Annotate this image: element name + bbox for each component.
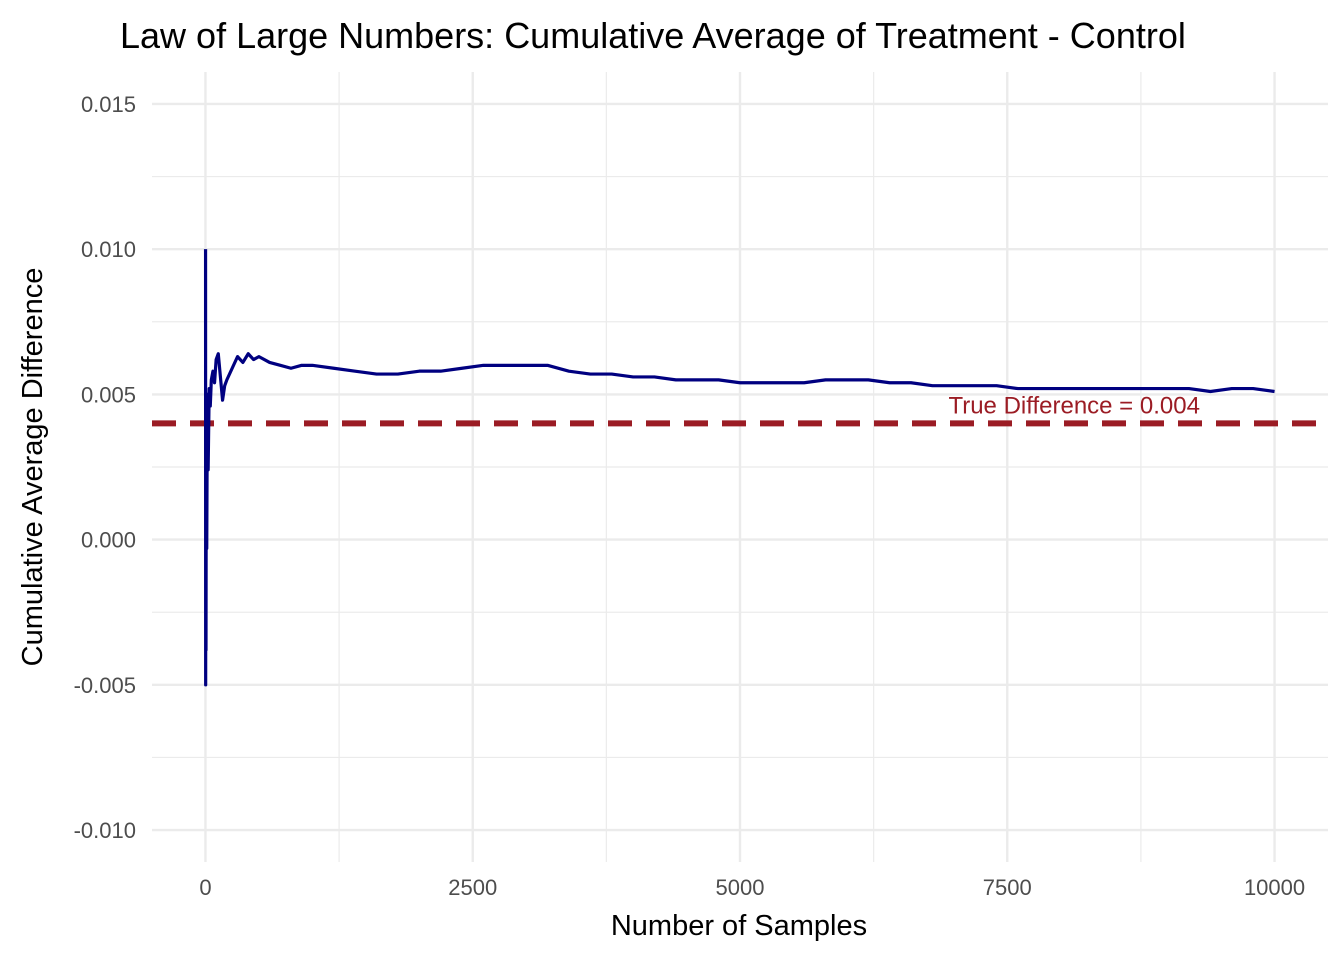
y-tick-label: 0.005: [81, 382, 136, 407]
x-tick-label: 0: [199, 875, 211, 900]
y-tick-label: 0.015: [81, 92, 136, 117]
x-tick-label: 10000: [1244, 875, 1305, 900]
x-tick-label: 5000: [716, 875, 765, 900]
y-tick-label: 0.010: [81, 237, 136, 262]
y-axis-title: Cumulative Average Difference: [17, 268, 49, 667]
series-line: [203, 249, 1275, 687]
series-group: [203, 249, 1275, 687]
true-difference-label: True Difference = 0.004: [948, 392, 1199, 419]
chart-title: Law of Large Numbers: Cumulative Average…: [120, 15, 1186, 56]
y-tick-label: 0.000: [81, 528, 136, 553]
x-axis-title: Number of Samples: [611, 910, 867, 942]
gridlines: [152, 72, 1328, 862]
reference-line-group: True Difference = 0.004: [152, 392, 1328, 427]
y-tick-label: -0.010: [74, 818, 136, 843]
tick-labels: 0 2500 5000 7500 10000 -0.010 -0.005 0.000 0.005…: [74, 92, 1306, 900]
x-tick-label: 2500: [448, 875, 497, 900]
x-tick-label: 7500: [983, 875, 1032, 900]
y-tick-label: -0.005: [74, 673, 136, 698]
